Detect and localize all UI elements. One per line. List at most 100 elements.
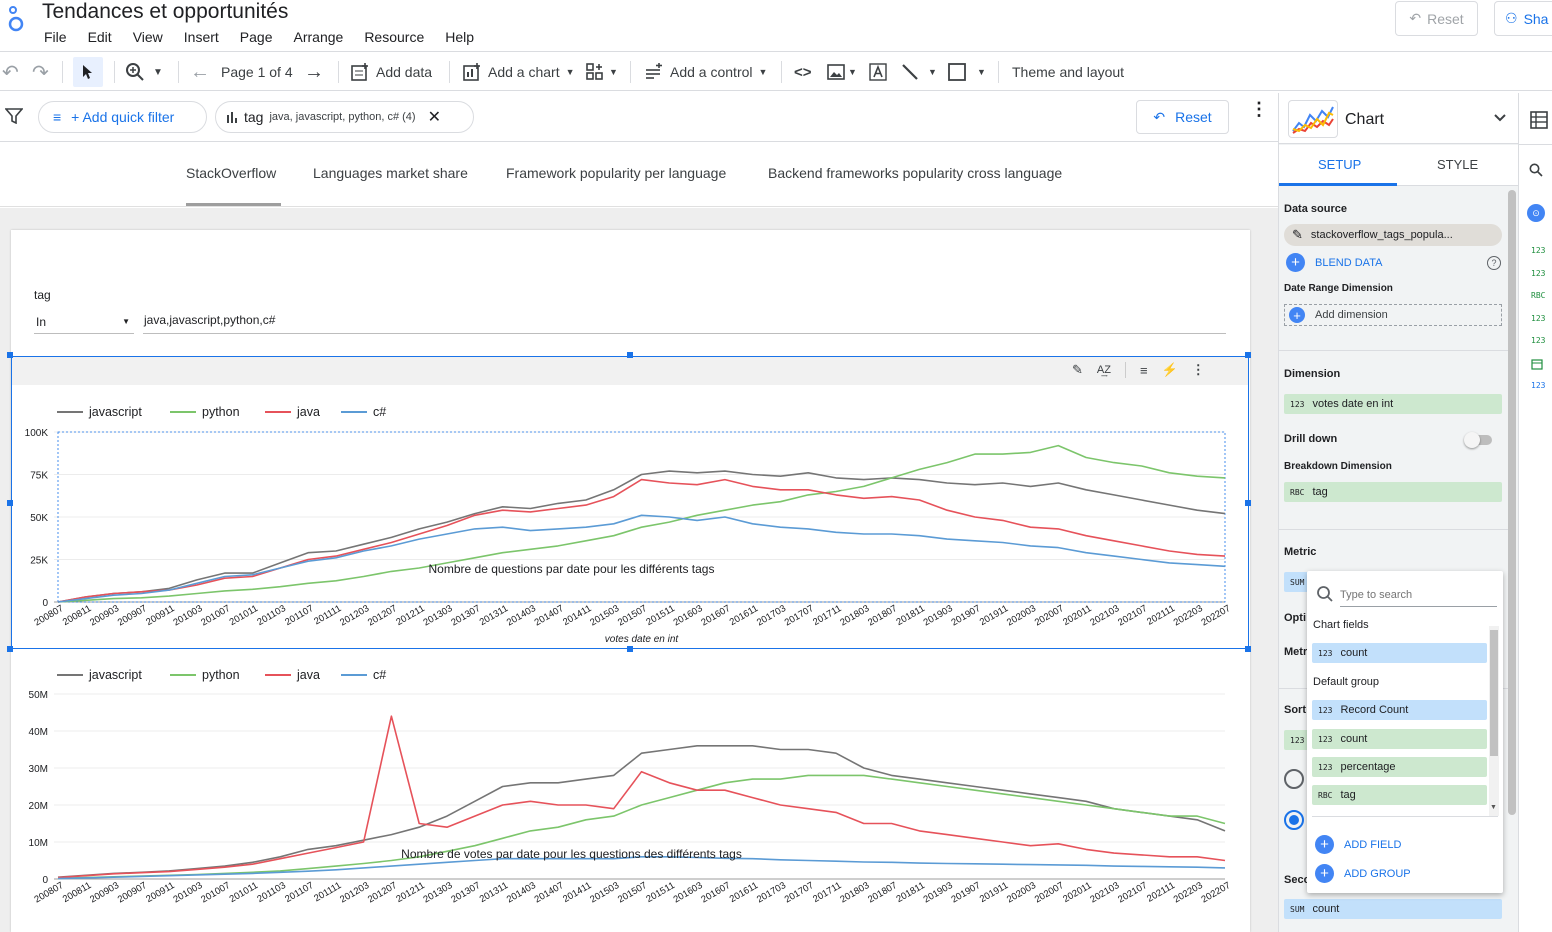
menu-edit[interactable]: Edit [87,29,112,45]
x-tick-label: 201007 [199,603,232,628]
chevron-down-icon[interactable] [1492,110,1508,126]
menu-resource[interactable]: Resource [364,29,425,45]
sort-label: Sort [1284,704,1306,716]
report-title[interactable]: Tendances et opportunités [42,0,289,23]
filter-lines-icon[interactable]: ≡ [1139,362,1148,378]
x-tick-label: 201603 [672,603,705,628]
resize-handle[interactable] [7,500,13,506]
descending-radio[interactable] [1284,810,1304,830]
bolt-icon[interactable]: ⚡ [1161,362,1178,377]
y-tick-label: 25K [30,556,48,567]
calendar-icon [1531,353,1545,375]
field-item-count[interactable]: 123 count [1312,729,1487,749]
add-group-button[interactable]: + ADD GROUP [1315,864,1411,883]
close-icon[interactable]: ✕ [427,109,441,126]
header-reset-button[interactable]: ↶ Reset [1395,1,1478,36]
resize-handle[interactable] [1245,646,1251,652]
x-tick-label: 201711 [811,880,843,905]
panel-scrollbar[interactable] [1508,190,1516,815]
zoom-icon[interactable]: ▼ [125,52,163,92]
theme-layout-button[interactable]: Theme and layout [1012,64,1125,80]
add-date-dimension[interactable]: + Add dimension [1284,304,1502,326]
resize-handle[interactable] [627,352,633,358]
field-item-count[interactable]: 123 count [1312,643,1487,663]
sort-az-icon[interactable]: A͢Z [1096,364,1111,376]
select-tool-button[interactable] [73,57,103,87]
drill-down-toggle[interactable] [1464,432,1492,448]
y-tick-label: 10M [29,838,48,849]
y-tick-label: 40M [29,727,48,738]
tag-operator-select[interactable]: In ▼ [34,310,134,334]
embed-code-icon[interactable]: <> [794,63,812,81]
add-control-button[interactable]: Add a control ▼ [644,52,767,92]
tab-languages-market-share[interactable]: Languages market share [313,165,468,181]
x-tick-label: 200911 [144,603,176,628]
breakdown-chip[interactable]: RBC tag [1284,482,1502,502]
dropdown-scrollbar[interactable]: ▼ [1489,626,1499,816]
tab-framework-popularity[interactable]: Framework popularity per language [506,165,727,181]
y-tick-label: 50M [29,690,48,701]
add-field-button[interactable]: + ADD FIELD [1315,835,1401,854]
edit-pencil-icon[interactable]: ✎ [1072,362,1083,377]
resize-handle[interactable] [7,352,13,358]
add-component-button[interactable]: ▼ [585,52,618,92]
line-tool-icon[interactable]: ▼ [900,52,937,92]
search-icon[interactable] [1529,163,1543,177]
redo-icon[interactable]: ↷ [32,61,49,84]
menu-arrange[interactable]: Arrange [293,29,344,45]
x-tick-label: 201011 [228,880,260,905]
votes-line-chart[interactable]: 0 10M 20M 30M 40M 50M 200807200811200903200907… [12,650,1248,932]
filter-chip[interactable]: tag java, javascript, python, c# (4) ✕ [215,101,474,133]
add-quick-filter-button[interactable]: ≡ + Add quick filter [38,101,207,133]
data-panel-icon[interactable] [1529,110,1549,130]
secondary-sort-chip[interactable]: SUM count [1284,899,1502,919]
more-vert-icon[interactable]: ⋮ [1250,99,1268,119]
tag-values-input[interactable]: java,javascript,python,c# [143,310,1226,334]
page-tabs [0,143,1278,207]
undo-arrow-icon: ↶ [1153,108,1166,125]
more-vert-icon[interactable]: ⋮ [1191,362,1205,377]
resize-handle[interactable] [627,646,633,652]
filter-reset-button[interactable]: ↶ Reset [1136,100,1229,134]
field-search-input[interactable] [1340,583,1497,607]
data-source-chip[interactable]: ✎ stackoverflow_tags_popula... [1284,224,1502,246]
next-page-icon[interactable]: → [304,60,324,83]
community-viz-icon [586,63,603,80]
x-tick-label: 201211 [394,880,426,905]
help-icon[interactable]: ? [1487,256,1501,270]
prev-page-icon[interactable]: ← [190,60,210,83]
chart-header-strip [12,357,1248,385]
resize-handle[interactable] [7,646,13,652]
add-circle-icon: + [1315,864,1334,883]
field-item-record-count[interactable]: 123 Record Count [1312,700,1487,720]
x-tick-label: 201507 [616,603,649,628]
menu-insert[interactable]: Insert [183,29,219,45]
tab-stackoverflow[interactable]: StackOverflow [186,165,277,181]
add-data-button[interactable]: Add data [350,52,432,92]
ascending-radio[interactable] [1284,769,1304,789]
resize-handle[interactable] [1245,352,1251,358]
x-tick-label: 201811 [895,880,927,905]
questions-line-chart[interactable]: 025K50K75K100K20080720081120090320090720… [12,385,1248,649]
field-item-tag[interactable]: RBC tag [1312,785,1487,805]
text-box-icon[interactable] [868,52,888,92]
app-logo[interactable] [6,2,26,32]
dimension-chip[interactable]: 123 votes date en int [1284,394,1502,414]
share-button[interactable]: ⚇ Sha [1494,1,1552,36]
x-tick-label: 201803 [838,603,871,628]
image-icon[interactable]: ▼ [826,52,857,92]
undo-icon[interactable]: ↶ [2,61,19,84]
menu-help[interactable]: Help [445,29,475,45]
filter-icon[interactable] [5,108,23,124]
menu-view[interactable]: View [132,29,163,45]
field-item-percentage[interactable]: 123 percentage [1312,757,1487,777]
menu-file[interactable]: File [44,29,67,45]
tab-backend-frameworks[interactable]: Backend frameworks popularity cross lang… [768,165,1063,181]
blend-data-button[interactable]: + BLEND DATA [1286,253,1382,272]
resize-handle[interactable] [1245,500,1251,506]
shape-tool-icon[interactable]: ▼ [947,52,986,92]
menu-page[interactable]: Page [239,29,273,45]
tab-style[interactable]: STYLE [1437,157,1479,172]
tab-setup[interactable]: SETUP [1318,157,1362,172]
add-chart-button[interactable]: Add a chart ▼ [462,52,575,92]
